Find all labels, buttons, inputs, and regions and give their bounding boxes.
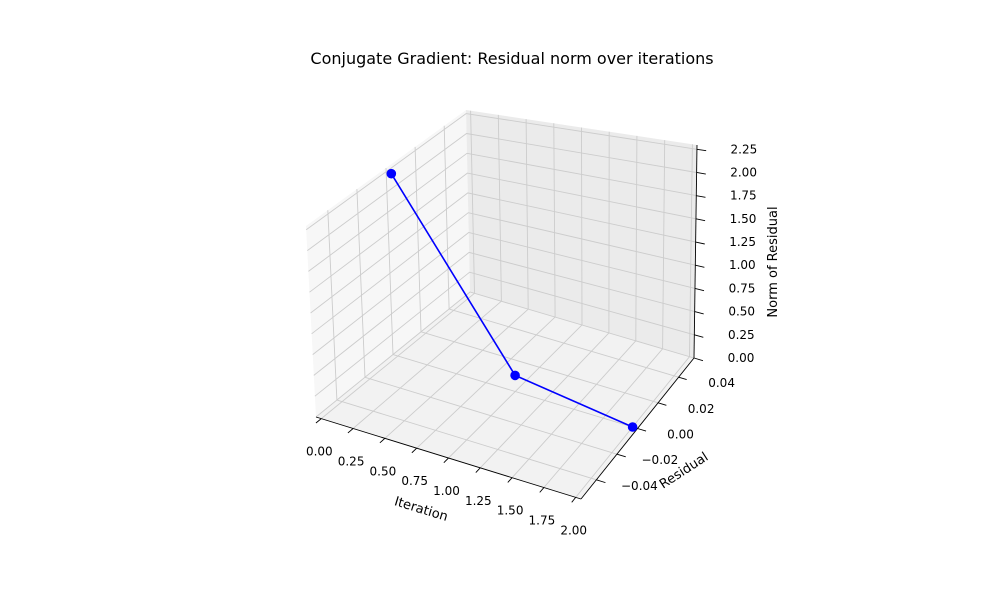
z-tick [696,195,706,198]
x-tick [475,467,481,473]
grid-line-z [305,113,697,231]
z-axis-line [693,144,698,359]
data-point [386,168,397,179]
x-tick-label: 0.75 [401,474,428,488]
x-tick [315,418,322,424]
z-tick-label: 0.50 [728,305,755,319]
z-tick [696,172,706,175]
z-tick-label: 1.50 [730,212,757,226]
y-tick-label: 0.04 [708,376,735,390]
z-tick [696,148,707,152]
z-axis-title: Norm of Residual [766,206,781,317]
x-tick-label: 0.00 [306,445,333,459]
pane-floor [316,292,694,499]
z-tick-label: 2.25 [731,142,758,156]
z-tick [694,311,704,315]
z-tick [694,287,705,292]
data-point [510,370,520,381]
z-tick-label: 0.00 [728,351,755,365]
grid-group [305,110,697,498]
grid-line-z [311,212,696,335]
x-tick-label: 0.25 [338,455,365,469]
x-tick-label: 0.50 [370,464,397,478]
grid-line-z [314,271,695,397]
pane-left [306,110,470,417]
series-group [386,168,638,432]
x-tick [411,447,418,454]
x-tick [539,487,545,493]
y-tick-label: −0.02 [642,453,679,467]
y-tick [596,479,606,484]
x-tick [443,457,449,463]
z-tick [693,357,704,362]
z-tick [694,334,704,338]
y-tick-label: 0.00 [667,428,694,442]
grid-line-z [312,232,696,355]
axis-group: 0.00 0.25 0.50 0.75 1.00 1.25 1.50 1.75 2.00 −0.0… [306,142,757,537]
z-tick [695,264,705,268]
x-tick-label: 1.25 [465,494,492,508]
x-axis-title: Iteration [392,494,449,524]
data-point [627,422,638,432]
y-tick-label: −0.04 [621,479,658,493]
grid-line-z [315,291,695,418]
x-tick [507,477,513,483]
y-tick [637,428,647,432]
grid-line-z [313,251,695,376]
z-tick [695,218,706,222]
x-tick [571,497,577,503]
x-tick [347,428,354,434]
x-tick-label: 1.00 [433,484,460,498]
z-tick-label: 1.75 [730,189,757,203]
x-tick-label: 1.75 [529,514,556,528]
grid-line-z [308,152,697,272]
x-tick-label: 1.50 [497,504,524,518]
x-tick-label: 2.00 [560,523,587,537]
z-tick-label: 2.00 [730,166,757,180]
z-tick-label: 0.75 [729,281,756,295]
grid-line-z [309,172,697,293]
x-tick [379,437,386,444]
z-tick-label: 1.25 [729,235,756,249]
z-tick-label: 0.25 [728,328,755,342]
y-tick [678,376,687,380]
y-tick [657,402,667,406]
z-tick [695,241,705,245]
chart-title: Conjugate Gradient: Residual norm over i… [310,49,713,68]
pane-group [306,110,697,499]
y-tick [616,453,626,458]
grid-line-z [310,192,696,314]
grid-line-z [307,133,697,251]
y-tick-label: 0.02 [688,402,715,416]
z-tick-label: 1.00 [729,258,756,272]
